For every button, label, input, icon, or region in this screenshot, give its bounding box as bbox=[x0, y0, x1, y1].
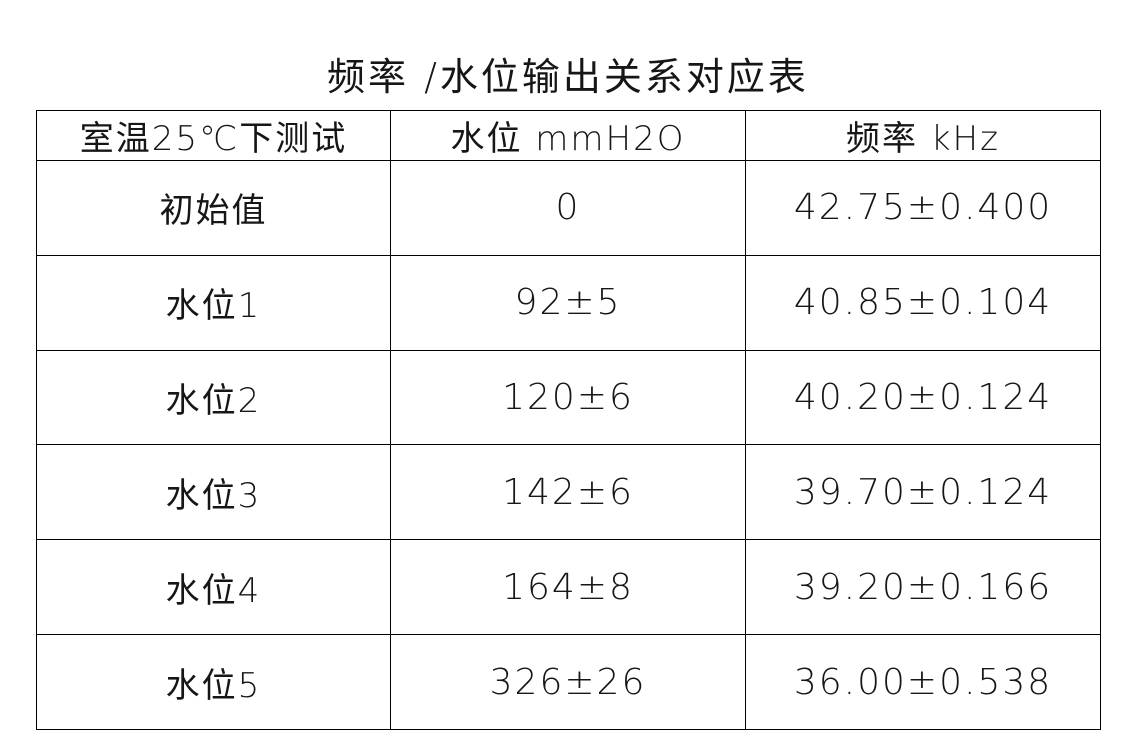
frequency-value: 36.00±0.538 bbox=[745, 634, 1101, 730]
row-label: 水位3 bbox=[36, 444, 391, 541]
frequency-water-level-table: 室温25℃下测试 水位 mmH2O 频率 kHz 初始值 0 42.75±0.4… bbox=[36, 110, 1101, 730]
frequency-value: 40.20±0.124 bbox=[745, 349, 1101, 446]
frequency-value: 39.70±0.124 bbox=[745, 444, 1101, 541]
table-row: 水位5 326±26 36.00±0.538 bbox=[36, 634, 1101, 730]
frequency-value: 39.20±0.166 bbox=[745, 539, 1101, 636]
row-label: 水位5 bbox=[36, 634, 391, 730]
column-header-test-condition: 室温25℃下测试 bbox=[36, 110, 391, 161]
frequency-value: 42.75±0.400 bbox=[745, 160, 1101, 256]
water-level-value: 92±5 bbox=[390, 254, 746, 351]
water-level-value: 164±8 bbox=[390, 539, 746, 636]
table-title: 频率 /水位输出关系对应表 bbox=[327, 55, 809, 99]
water-level-value: 326±26 bbox=[390, 634, 746, 730]
frequency-value: 40.85±0.104 bbox=[745, 254, 1101, 351]
table-row: 水位1 92±5 40.85±0.104 bbox=[36, 254, 1101, 351]
column-header-water-level: 水位 mmH2O bbox=[390, 110, 746, 161]
table-row: 初始值 0 42.75±0.400 bbox=[36, 160, 1101, 256]
column-header-frequency: 频率 kHz bbox=[745, 110, 1101, 161]
header-row: 室温25℃下测试 水位 mmH2O 频率 kHz bbox=[36, 110, 1101, 161]
water-level-value: 0 bbox=[390, 160, 746, 256]
row-label: 初始值 bbox=[36, 160, 391, 256]
water-level-value: 142±6 bbox=[390, 444, 746, 541]
table-row: 水位4 164±8 39.20±0.166 bbox=[36, 539, 1101, 636]
water-level-value: 120±6 bbox=[390, 349, 746, 446]
table-row: 水位2 120±6 40.20±0.124 bbox=[36, 349, 1101, 446]
row-label: 水位4 bbox=[36, 539, 391, 636]
table-row: 水位3 142±6 39.70±0.124 bbox=[36, 444, 1101, 541]
row-label: 水位1 bbox=[36, 254, 391, 351]
row-label: 水位2 bbox=[36, 349, 391, 446]
